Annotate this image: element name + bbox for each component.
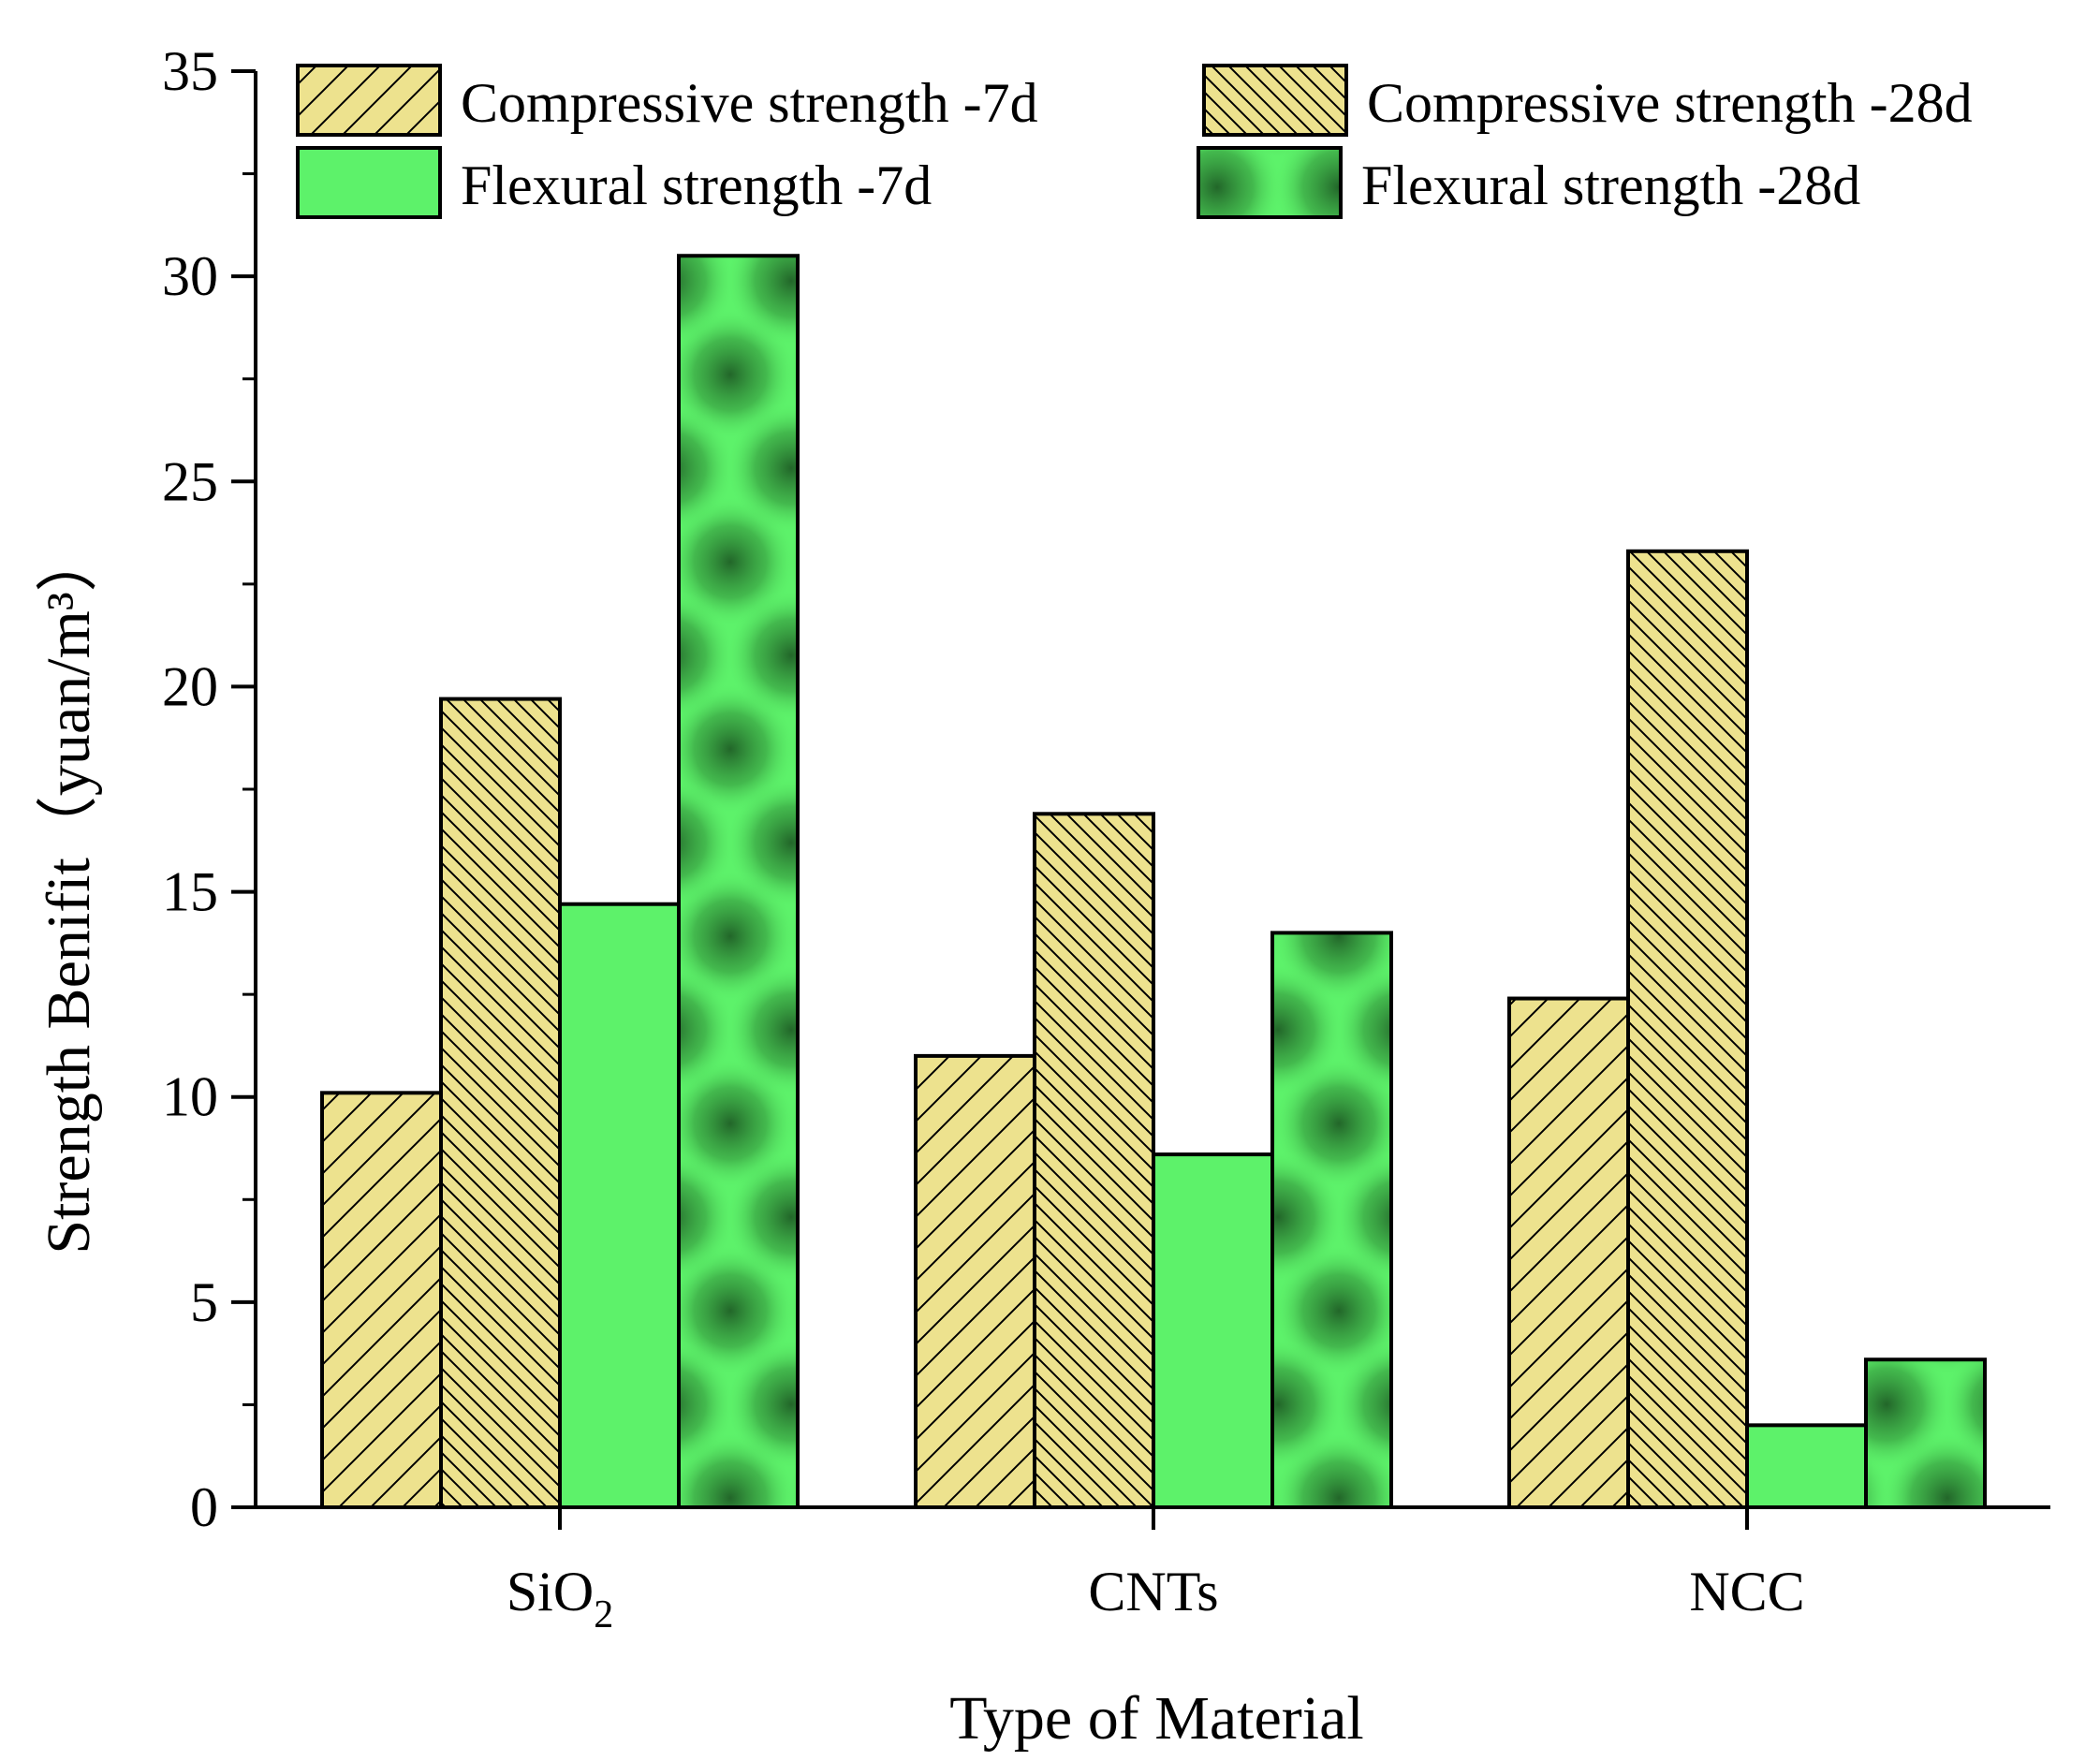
bar-mottled-0 xyxy=(677,254,800,1510)
y-tick-label: 5 xyxy=(190,1271,218,1333)
legend-swatch-mottled xyxy=(1197,146,1343,219)
bars-layer xyxy=(320,254,1987,1510)
x-tick-label: SiO2 xyxy=(507,1561,613,1636)
legend-swatch-hatch-back xyxy=(1202,64,1348,137)
y-axis-title: Strength Benifit（yuan/m³） xyxy=(35,530,103,1254)
y-tick-label: 20 xyxy=(162,655,218,717)
legend-swatch-solid xyxy=(296,146,442,219)
legend-label: Flexural strength -7d xyxy=(461,154,932,216)
y-tick-label: 35 xyxy=(162,40,218,102)
bar-solid-0 xyxy=(558,902,681,1509)
legend-label: Compressive strength -7d xyxy=(461,72,1038,134)
bar-mottled-2 xyxy=(1864,1357,1987,1510)
bar-hatch-forward-2 xyxy=(1507,996,1630,1510)
legend-label: Flexural strength -28d xyxy=(1361,154,1860,216)
y-tick-label: 25 xyxy=(162,450,218,512)
y-tick-label: 10 xyxy=(162,1066,218,1128)
x-axis-ticks: SiO2 CNTs NCC xyxy=(507,1507,1805,1636)
y-axis-ticks: 0 5 10 15 20 25 30 35 xyxy=(162,40,256,1538)
bar-solid-2 xyxy=(1745,1423,1868,1510)
bar-hatch-forward-1 xyxy=(914,1053,1036,1510)
y-tick-label: 30 xyxy=(162,245,218,307)
bar-mottled-1 xyxy=(1270,931,1393,1509)
legend-label: Compressive strength -28d xyxy=(1367,72,1973,134)
x-tick-label: NCC xyxy=(1689,1561,1804,1622)
y-tick-label: 0 xyxy=(190,1476,218,1538)
x-axis-title: Type of Material xyxy=(949,1684,1364,1753)
x-tick-label: CNTs xyxy=(1088,1561,1218,1622)
bar-hatch-forward-0 xyxy=(320,1091,443,1509)
bar-hatch-back-0 xyxy=(439,697,562,1509)
legend-swatch-hatch-forward xyxy=(296,64,442,137)
bar-hatch-back-2 xyxy=(1626,549,1749,1509)
y-tick-label: 15 xyxy=(162,861,218,923)
bar-solid-1 xyxy=(1152,1152,1274,1510)
bar-hatch-back-1 xyxy=(1033,812,1155,1509)
axes-layer: 0 5 10 15 20 25 30 35 SiO2 CNTs NCC xyxy=(162,40,2050,1636)
legend: Compressive strength -7d Compressive stre… xyxy=(296,64,1973,219)
